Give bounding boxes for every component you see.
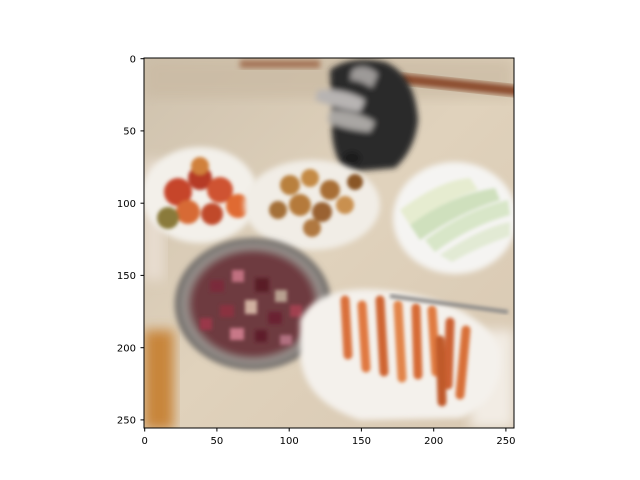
x-tick-label: 50: [211, 436, 224, 447]
y-tick-label: 250: [117, 416, 136, 427]
y-tick-label: 200: [117, 344, 136, 355]
cucumber-bowl: [393, 162, 514, 274]
fries-plate: [300, 289, 509, 420]
y-tick-label: 50: [123, 127, 136, 138]
x-tick-label: 250: [496, 436, 515, 447]
tomato-bowl: [144, 147, 258, 243]
x-tick-label: 150: [352, 436, 371, 447]
y-tick-label: 100: [117, 199, 136, 210]
beet-bowl: [175, 238, 331, 370]
axes-frame: [143, 57, 515, 429]
y-tick-label: 0: [130, 55, 136, 66]
y-axis: 0 50 100 150 200 250: [117, 55, 144, 427]
x-axis: 0 50 100 150 200 250: [142, 428, 515, 447]
x-tick-label: 200: [424, 436, 443, 447]
dark-object: [315, 59, 418, 172]
y-tick-label: 150: [117, 271, 136, 282]
food-photo: [144, 58, 514, 428]
x-tick-label: 100: [280, 436, 299, 447]
x-tick-label: 0: [142, 436, 148, 447]
nuts-bowl: [244, 160, 380, 250]
